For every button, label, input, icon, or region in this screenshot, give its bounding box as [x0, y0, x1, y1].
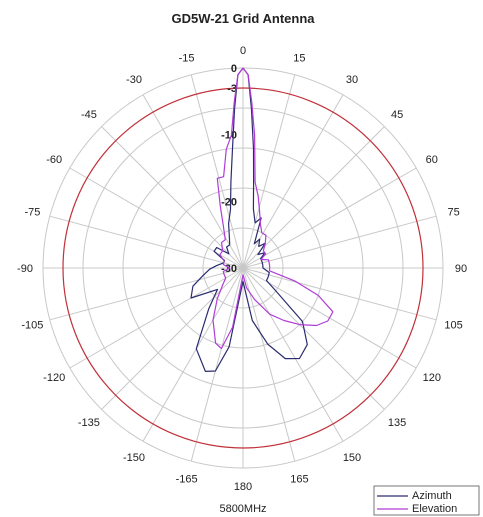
angle-tick-label: -165 — [176, 474, 198, 486]
angle-tick-label: 165 — [290, 474, 308, 486]
angle-tick-label: 60 — [426, 154, 438, 166]
legend-label-azimuth: Azimuth — [412, 490, 452, 502]
angle-tick-label: 90 — [455, 263, 467, 275]
angle-tick-label: 150 — [343, 452, 361, 464]
grid-spoke — [142, 94, 244, 269]
grid-spoke — [242, 94, 344, 269]
grid-spoke — [190, 74, 244, 269]
angle-tick-label: 30 — [346, 74, 358, 86]
angle-tick-label: -15 — [179, 52, 195, 64]
legend-box — [373, 485, 480, 516]
grid-spoke — [242, 126, 385, 269]
chart-title: GD5W-21 Grid Antenna — [172, 11, 316, 26]
angle-tick-label: -90 — [17, 263, 33, 275]
grid-spoke — [142, 267, 244, 442]
legend-label-elevation: Elevation — [412, 503, 457, 515]
angle-tick-label: 180 — [234, 481, 252, 493]
angle-tick-label: 105 — [444, 319, 462, 331]
db-tick-label: 0 — [231, 63, 237, 75]
angle-tick-label: 15 — [293, 52, 305, 64]
frequency-label: 5800MHz — [219, 503, 266, 515]
db-tick-label: -20 — [221, 196, 237, 208]
series-lines — [190, 67, 334, 372]
grid-spoke — [242, 267, 296, 462]
series-line-elevation — [212, 67, 334, 350]
grid-spoke — [242, 167, 417, 269]
grid-spoke — [242, 74, 296, 269]
angle-tick-label: 135 — [388, 417, 406, 429]
angle-tick-label: -150 — [123, 452, 145, 464]
grid-spoke — [49, 267, 244, 321]
grid-spoke — [242, 267, 344, 442]
angle-tick-label: -105 — [21, 319, 43, 331]
angle-tick-label: -75 — [24, 207, 40, 219]
angle-tick-label: 45 — [391, 109, 403, 121]
db-tick-label: -10 — [221, 130, 237, 142]
grid-spoke — [242, 267, 437, 321]
angle-tick-label: 120 — [423, 372, 441, 384]
db-tick-label: -3 — [227, 83, 237, 95]
grid-spoke — [69, 167, 244, 269]
grid-spoke — [101, 267, 244, 410]
grid-spoke — [242, 215, 437, 269]
angle-tick-label: -60 — [46, 154, 62, 166]
reference-circle — [62, 87, 424, 449]
angle-tick-label: -120 — [43, 372, 65, 384]
angle-tick-labels: 0153045607590105120135150165180-165-150-… — [17, 45, 467, 493]
grid-spoke — [49, 215, 244, 269]
angle-tick-label: 0 — [240, 45, 246, 57]
angle-tick-label: -135 — [78, 417, 100, 429]
angle-tick-label: 75 — [447, 207, 459, 219]
polar-grid — [42, 67, 444, 469]
legend: Azimuth Elevation — [373, 485, 480, 516]
grid-spoke — [242, 267, 385, 410]
series-line-azimuth — [190, 67, 308, 372]
grid-spoke — [69, 267, 244, 369]
angle-tick-label: -30 — [126, 74, 142, 86]
grid-spoke — [190, 267, 244, 462]
grid-spoke — [101, 126, 244, 269]
angle-tick-label: -45 — [81, 109, 97, 121]
